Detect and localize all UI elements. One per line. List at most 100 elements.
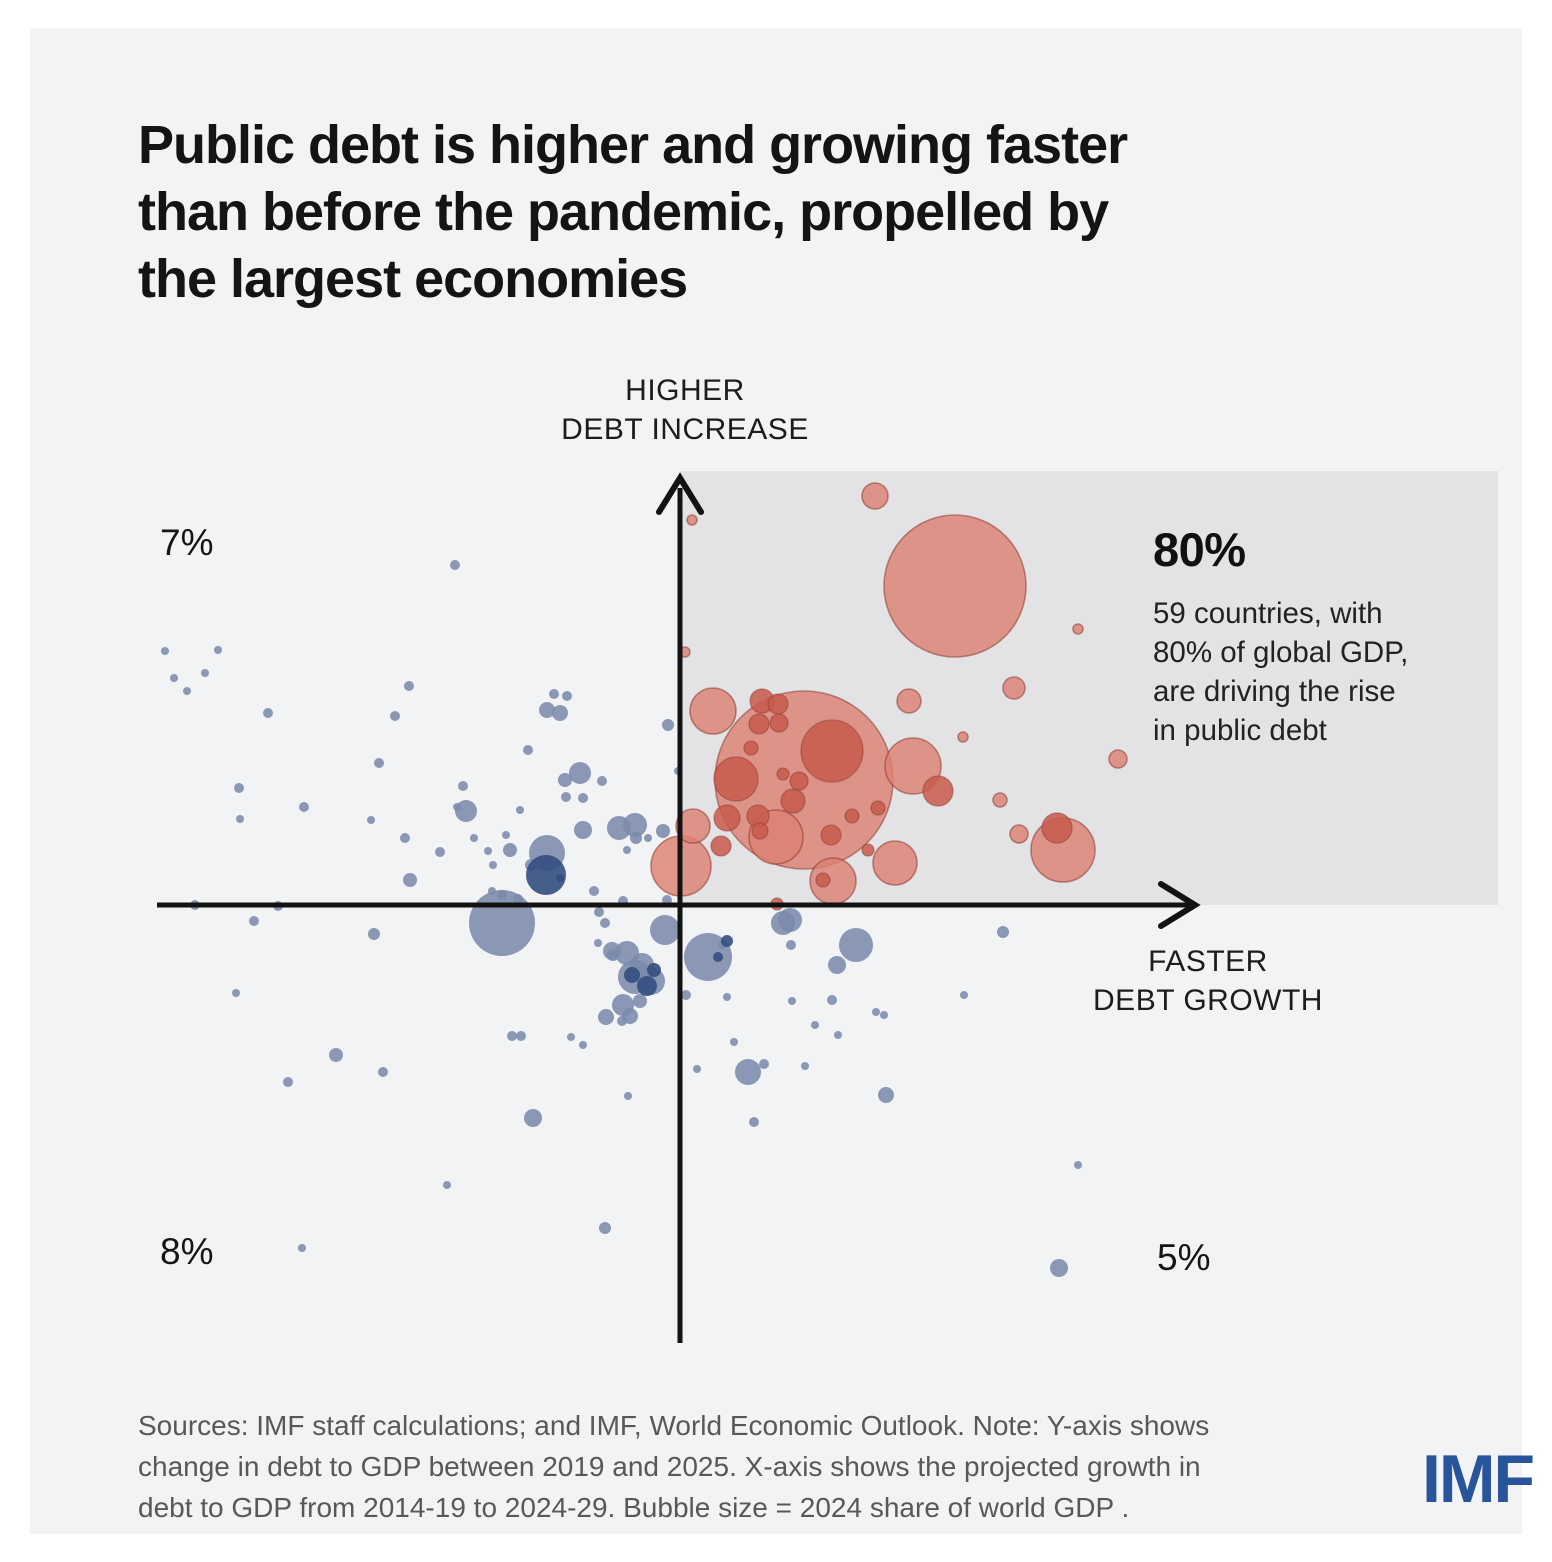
bubble [922,775,954,807]
bubble [624,967,640,983]
bubble [615,941,639,965]
bubble [503,843,517,857]
bubble [872,1008,880,1016]
page-title: Public debt is higher and growing faster… [138,112,1128,313]
bubble [896,688,922,714]
bubble [470,834,478,842]
bubble [556,874,564,882]
bubble [776,767,790,781]
bubble [751,822,769,840]
bubble [778,908,802,932]
annotation-body-line-3: are driving the rise [1153,675,1396,708]
bubble [713,804,741,832]
bubble [578,793,588,803]
x-axis-label-line-2: DEBT GROWTH [1093,984,1323,1017]
bubble [558,773,572,787]
bubble [450,560,460,570]
x-axis-label: FASTER DEBT GROWTH [1058,942,1358,1020]
sources-line-3: debt to GDP from 2014-19 to 2024-29. Bub… [138,1492,1130,1523]
bubble [526,855,566,895]
bubble [960,991,968,999]
bubble [170,674,178,682]
bubble [759,1059,769,1069]
bubble [600,918,610,928]
bubble [623,846,631,854]
bubble [675,808,711,844]
bubble [710,835,732,857]
bubble [574,821,592,839]
bubble [236,815,244,823]
bubble [589,886,599,896]
bubble [769,713,789,733]
bubble [1072,623,1084,635]
bubble [298,1244,306,1252]
x-axis-arrowhead-icon [1158,881,1201,929]
bubble [524,1109,542,1127]
bubble [789,771,809,791]
bubble [513,894,523,904]
annotation-headline: 80% [1153,523,1246,576]
bubble [598,1009,614,1025]
bubble [403,873,417,887]
annotation-body-line-1: 59 countries, with [1153,597,1383,630]
bubble [567,1033,575,1041]
bubble [827,995,837,1005]
bubble [523,745,533,755]
bubble [599,1222,611,1234]
bubble [748,713,770,735]
bubble [624,1092,632,1100]
bubble [713,756,759,802]
corner-label-bottom-left: 8% [160,1231,214,1272]
annotation-body: 59 countries, with 80% of global GDP, ar… [1153,594,1503,750]
bubble [435,847,445,857]
bubble [299,802,309,812]
bubble [630,832,642,844]
bubble [617,1016,627,1026]
bubble [689,687,737,735]
bubble [1108,749,1128,769]
bubble [721,935,733,947]
bubble [730,1038,738,1046]
bubble [872,840,918,886]
bubble [390,711,400,721]
bubble [597,776,607,786]
bubble [861,482,889,510]
bubble [378,1067,388,1077]
bubble [811,1021,819,1029]
bubble [800,719,864,783]
annotation-body-line-2: 80% of global GDP, [1153,636,1409,669]
bubble [713,952,723,962]
bubble [232,989,240,997]
y-axis-arrowhead-icon [656,472,704,515]
bubble [801,1062,809,1070]
imf-logo: IMF [1422,1441,1535,1517]
bubble [828,956,846,974]
y-axis-label-line-1: HIGHER [625,374,745,407]
bubble [367,816,375,824]
bubble [561,792,571,802]
bubble [844,808,860,824]
bubble [662,719,674,731]
bubble [834,1031,842,1039]
bubble [539,702,555,718]
x-axis-label-line-1: FASTER [1148,945,1268,978]
title-line-3: the largest economies [138,249,688,309]
bubble [594,939,602,947]
bubble [788,997,796,1005]
bubble [562,691,572,701]
bubble [488,887,496,895]
bubble [374,758,384,768]
bubble [1074,1161,1082,1169]
bubble [549,689,559,699]
bubble [861,843,875,857]
bubble [880,1011,888,1019]
bubble [681,990,691,1000]
bubble [656,824,670,838]
bubble [1002,676,1026,700]
bubble [404,681,414,691]
bubble [579,1041,587,1049]
y-axis-label-line-2: DEBT INCREASE [561,413,809,446]
bubble [815,872,831,888]
bubble [1009,824,1029,844]
bubble [644,834,652,842]
